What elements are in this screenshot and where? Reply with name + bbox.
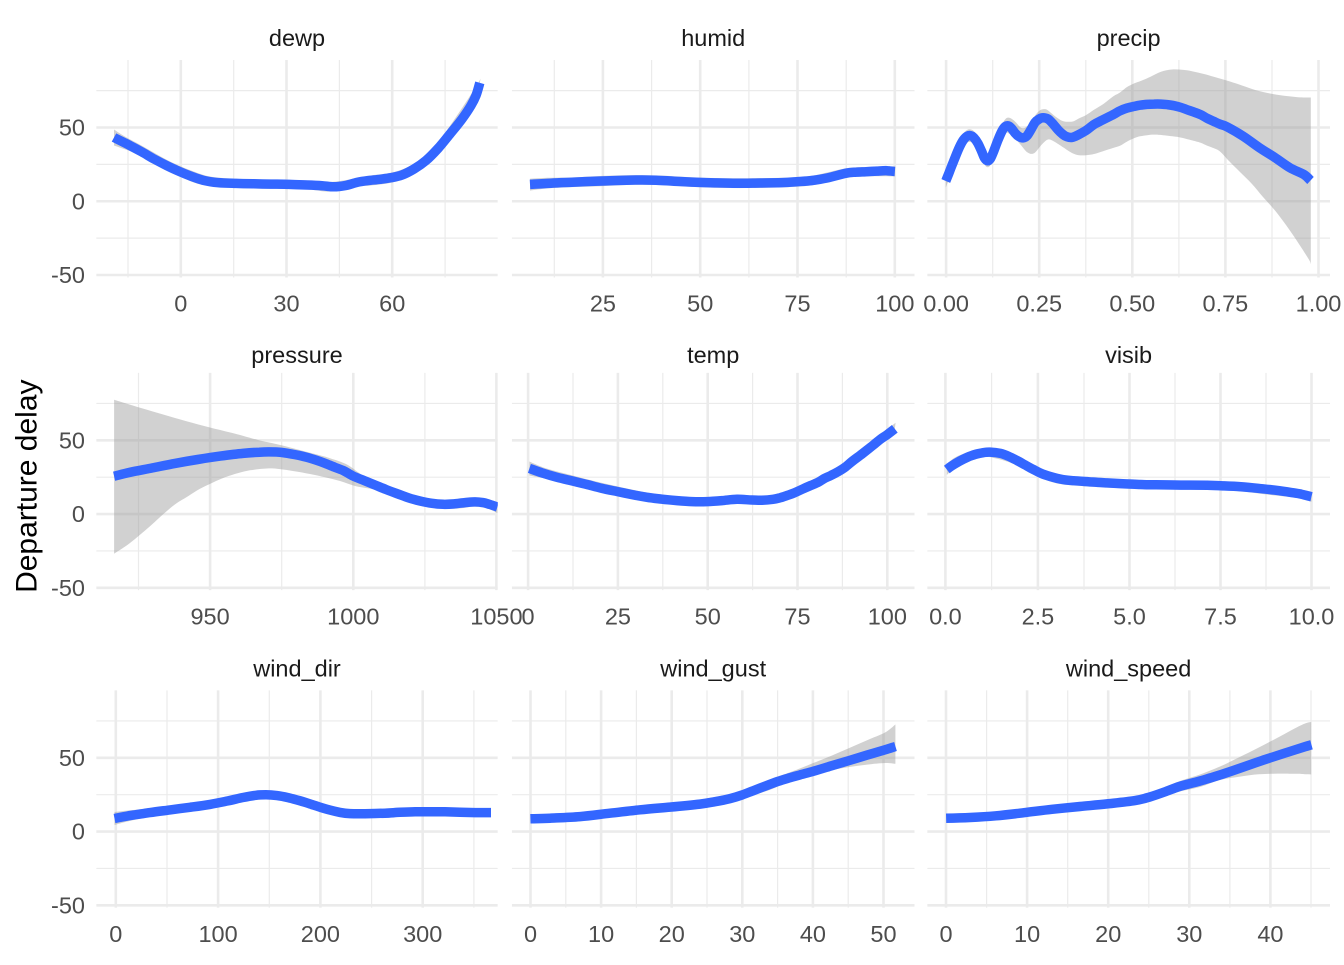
svg-text:50: 50 [687,291,713,317]
svg-text:0.50: 0.50 [1109,291,1155,317]
svg-text:10: 10 [1014,921,1040,947]
svg-text:950: 950 [190,604,229,630]
svg-text:25: 25 [590,291,616,317]
svg-text:5.0: 5.0 [1113,604,1146,630]
svg-text:temp: temp [687,342,739,368]
svg-text:0.00: 0.00 [923,291,969,317]
svg-text:0: 0 [72,819,85,845]
svg-text:0: 0 [109,921,122,947]
svg-text:300: 300 [403,921,442,947]
svg-text:100: 100 [875,291,914,317]
svg-text:50: 50 [59,745,85,771]
svg-text:30: 30 [729,921,755,947]
svg-text:0.75: 0.75 [1203,291,1249,317]
svg-text:1000: 1000 [327,604,379,630]
svg-text:30: 30 [273,291,299,317]
svg-text:50: 50 [59,427,85,453]
svg-text:40: 40 [1257,921,1283,947]
svg-text:pressure: pressure [251,342,342,368]
svg-text:1.00: 1.00 [1296,291,1342,317]
svg-text:dewp: dewp [269,25,325,51]
svg-text:0: 0 [72,501,85,527]
svg-text:-50: -50 [51,262,85,288]
svg-text:7.5: 7.5 [1204,604,1237,630]
svg-text:40: 40 [800,921,826,947]
svg-text:60: 60 [379,291,405,317]
svg-text:-50: -50 [51,575,85,601]
svg-text:200: 200 [301,921,340,947]
svg-text:25: 25 [605,604,631,630]
svg-text:0: 0 [939,921,952,947]
svg-text:visib: visib [1105,342,1152,368]
svg-text:30: 30 [1176,921,1202,947]
svg-text:0: 0 [522,604,535,630]
svg-text:wind_speed: wind_speed [1065,656,1191,682]
svg-text:100: 100 [868,604,907,630]
svg-text:1050: 1050 [470,604,522,630]
svg-text:precip: precip [1097,25,1161,51]
svg-text:wind_gust: wind_gust [659,656,766,682]
svg-text:2.5: 2.5 [1022,604,1055,630]
svg-text:100: 100 [198,921,237,947]
svg-text:50: 50 [695,604,721,630]
svg-text:75: 75 [784,604,810,630]
svg-text:-50: -50 [51,892,85,918]
svg-text:wind_dir: wind_dir [252,656,341,682]
svg-text:50: 50 [59,115,85,141]
svg-text:Departure delay: Departure delay [10,379,43,592]
svg-text:0.25: 0.25 [1016,291,1062,317]
svg-text:0.0: 0.0 [929,604,962,630]
svg-text:10: 10 [588,921,614,947]
svg-text:20: 20 [659,921,685,947]
svg-text:10.0: 10.0 [1289,604,1335,630]
svg-text:humid: humid [681,25,745,51]
svg-text:75: 75 [784,291,810,317]
svg-text:0: 0 [72,188,85,214]
svg-text:20: 20 [1095,921,1121,947]
svg-text:0: 0 [524,921,537,947]
svg-text:0: 0 [174,291,187,317]
svg-text:50: 50 [870,921,896,947]
